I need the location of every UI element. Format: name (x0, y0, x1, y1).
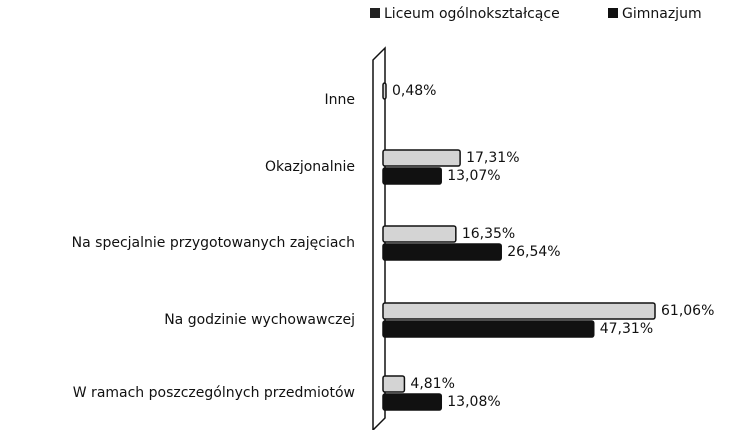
category-label: W ramach poszczególnych przedmiotów (73, 385, 355, 401)
value-label: 4,81% (410, 376, 454, 392)
legend-label: Gimnazjum (622, 6, 702, 22)
value-label: 16,35% (462, 226, 515, 242)
value-label: 17,31% (466, 150, 519, 166)
value-label: 47,31% (600, 321, 653, 337)
bar (382, 375, 406, 393)
bar (382, 82, 387, 100)
bar (382, 243, 502, 261)
legend-label: Liceum ogólnokształcące (384, 6, 560, 22)
category-label: Na specjalnie przygotowanych zajęciach (72, 235, 355, 251)
value-label: 0,48% (392, 83, 436, 99)
category-label: Inne (325, 92, 356, 108)
bar (382, 320, 595, 338)
legend-swatch (370, 8, 380, 18)
value-label: 13,07% (447, 168, 500, 184)
axis-wall (372, 46, 386, 430)
value-label: 13,08% (447, 394, 500, 410)
bar (382, 167, 442, 185)
bar (382, 225, 457, 243)
category-label: Okazjonalnie (265, 159, 355, 175)
category-label: Na godzinie wychowawczej (164, 312, 355, 328)
legend-swatch (608, 8, 618, 18)
bar (382, 149, 461, 167)
value-label: 26,54% (507, 244, 560, 260)
bar (382, 302, 656, 320)
value-label: 61,06% (661, 303, 714, 319)
bar (382, 393, 443, 411)
